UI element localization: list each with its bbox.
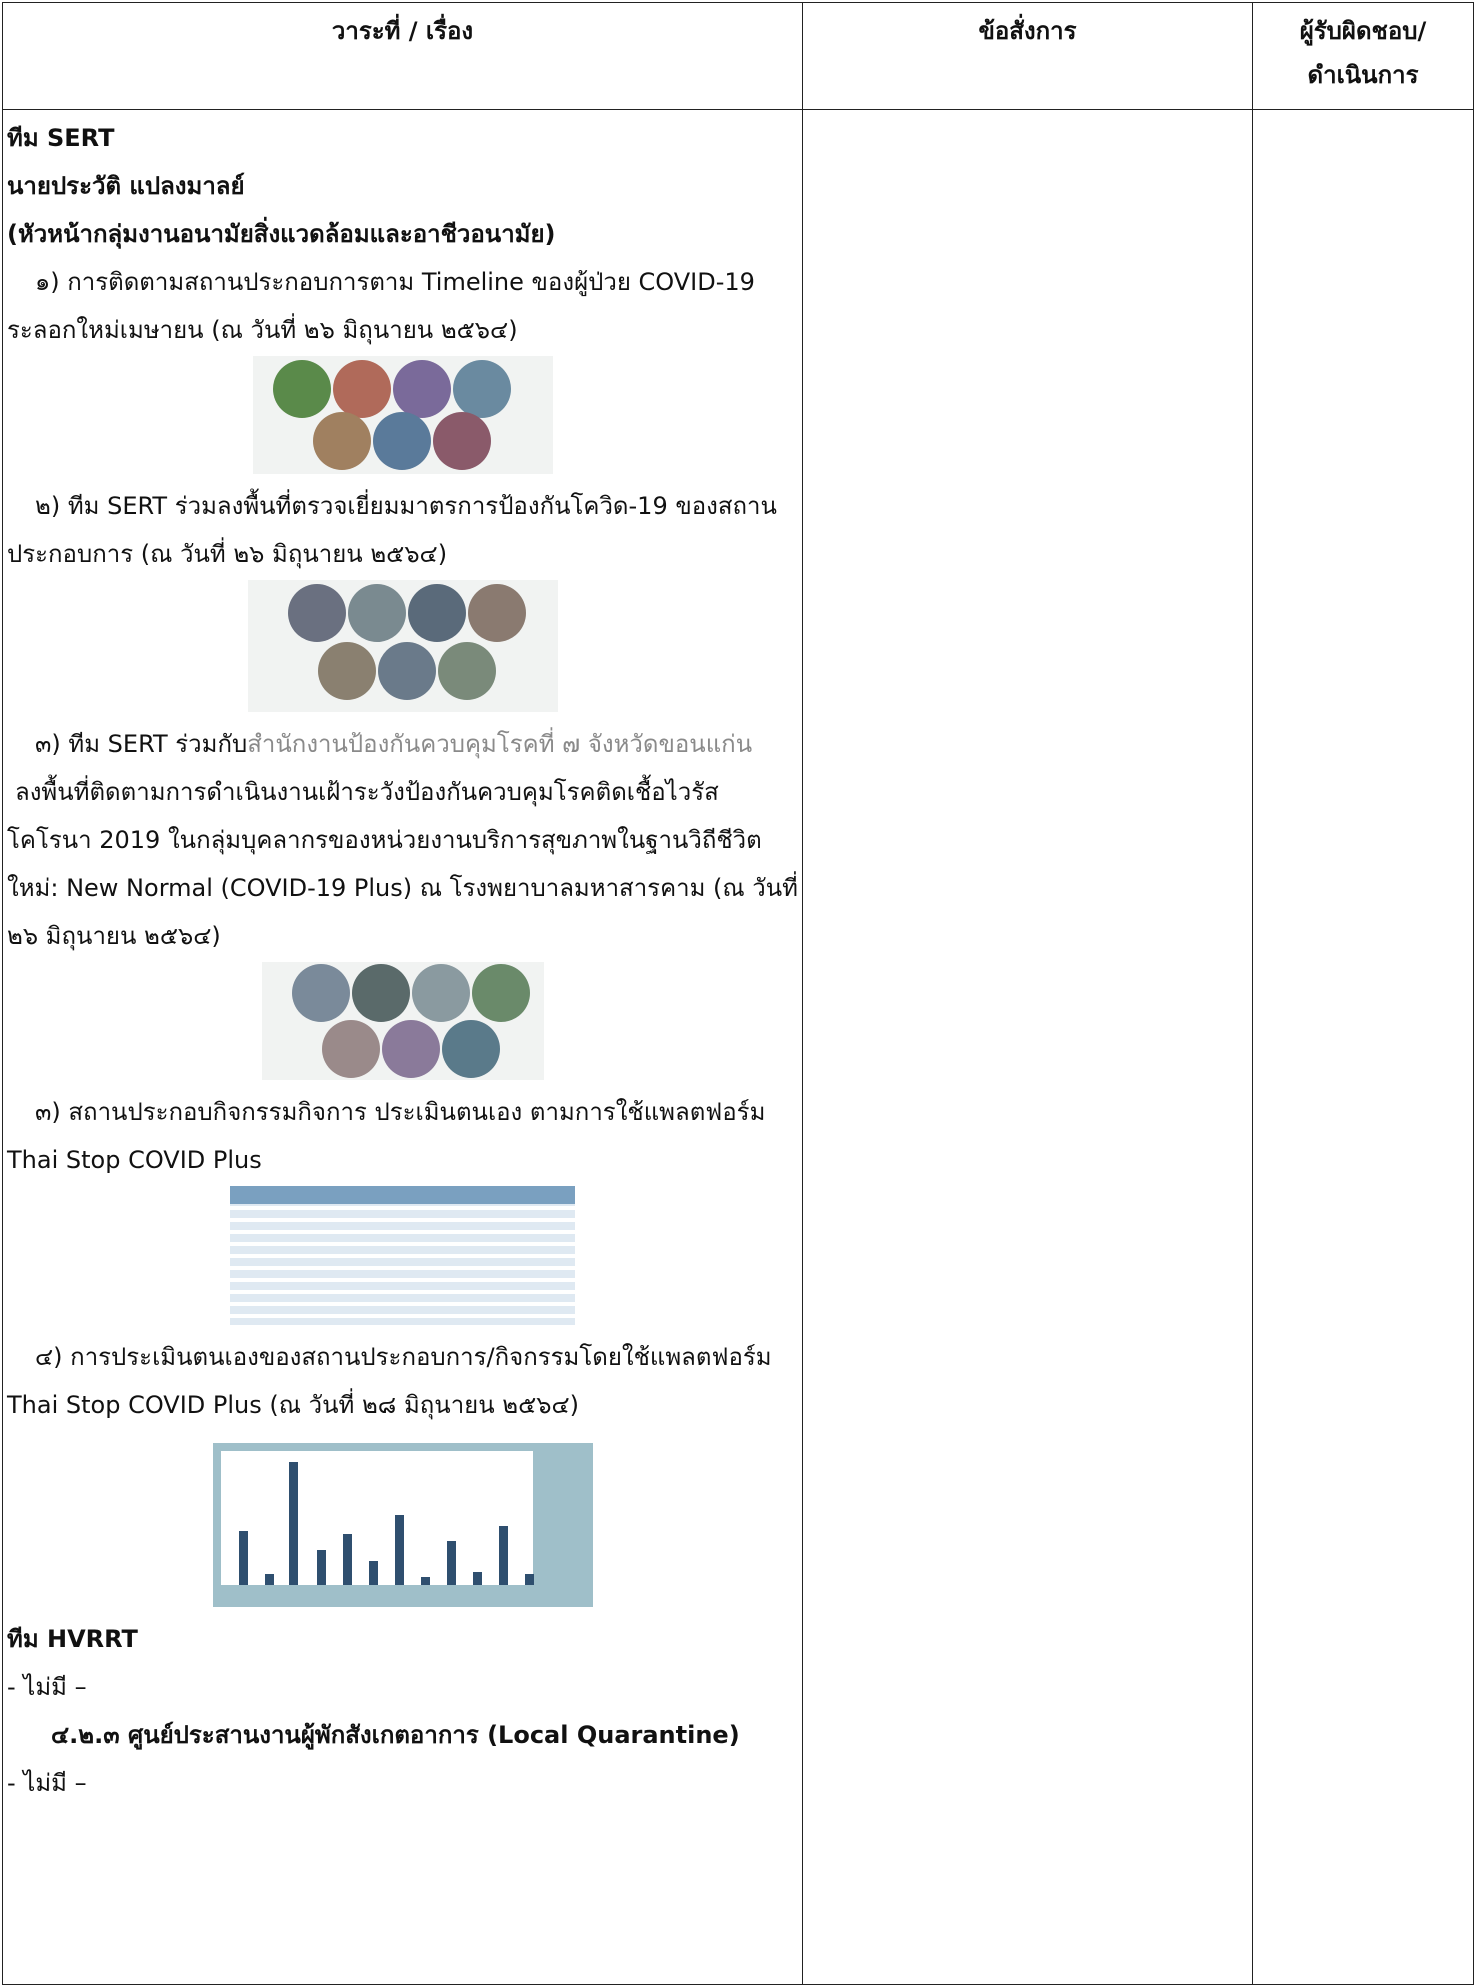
- item-text-part: ๓) ทีม SERT ร่วมกับ: [35, 730, 247, 758]
- team-heading: ทีม SERT: [7, 114, 798, 162]
- chart-image: [213, 1443, 593, 1607]
- organization-name: สำนักงานป้องกันควบคุมโรคที่ ๗ จังหวัดขอน…: [247, 730, 752, 758]
- item-text: ๒) ทีม SERT ร่วมลงพื้นที่ตรวจเยี่ยมมาตรก…: [7, 482, 798, 578]
- header-cell: ข้อสั่งการ: [803, 3, 1253, 110]
- none-note: - ไม่มี –: [7, 1663, 798, 1711]
- topic-cell: ทีม SERT นายประวัติ แปลงมาลย์ (หัวหน้ากล…: [3, 110, 803, 1985]
- header-line: ดำเนินการ: [1253, 53, 1473, 97]
- agenda-table: วาระที่ / เรื่อง ข้อสั่งการ ผู้รับผิดชอบ…: [2, 2, 1474, 1985]
- item-text: ๑) การติดตามสถานประกอบการตาม Timeline ขอ…: [7, 258, 798, 354]
- header-row: วาระที่ / เรื่อง ข้อสั่งการ ผู้รับผิดชอบ…: [3, 3, 1474, 110]
- item-text-part: ลงพื้นที่ติดตามการดำเนินงานเฝ้าระวังป้อง…: [7, 778, 798, 950]
- item-text: ๓) สถานประกอบกิจกรรมกิจการ ประเมินตนเอง …: [7, 1088, 798, 1184]
- page-body: วาระที่ / เรื่อง ข้อสั่งการ ผู้รับผิดชอบ…: [0, 0, 1475, 1984]
- body-row: ทีม SERT นายประวัติ แปลงมาลย์ (หัวหน้ากล…: [3, 110, 1474, 1985]
- header-line: ผู้รับผิดชอบ/: [1253, 9, 1473, 53]
- person-name: นายประวัติ แปลงมาลย์: [7, 162, 798, 210]
- photo-collage: [262, 962, 544, 1080]
- page: Document { "header": { "columns": [ "วาร…: [0, 0, 1475, 1984]
- photo-collage: [253, 356, 553, 474]
- responsible-cell: [1253, 110, 1474, 1985]
- team-heading: ทีม HVRRT: [7, 1615, 798, 1663]
- order-cell: [803, 110, 1253, 1985]
- header-cell: ผู้รับผิดชอบ/ดำเนินการ: [1253, 3, 1474, 110]
- item-text: ๔) การประเมินตนเองของสถานประกอบการ/กิจกร…: [7, 1333, 798, 1429]
- none-note: - ไม่มี –: [7, 1759, 798, 1807]
- header-cell: วาระที่ / เรื่อง: [3, 3, 803, 110]
- table-image-header: [230, 1186, 575, 1204]
- item-text: ๓) ทีม SERT ร่วมกับสำนักงานป้องกันควบคุม…: [7, 720, 798, 960]
- photo-collage: [248, 580, 558, 712]
- section-heading: ๔.๒.๓ ศูนย์ประสานงานผู้พักสังเกตอาการ (L…: [7, 1711, 798, 1759]
- position: (หัวหน้ากลุ่มงานอนามัยสิ่งแวดล้อมและอาชี…: [7, 210, 798, 258]
- table-image: [230, 1186, 575, 1325]
- chart-image-plot: [221, 1451, 533, 1585]
